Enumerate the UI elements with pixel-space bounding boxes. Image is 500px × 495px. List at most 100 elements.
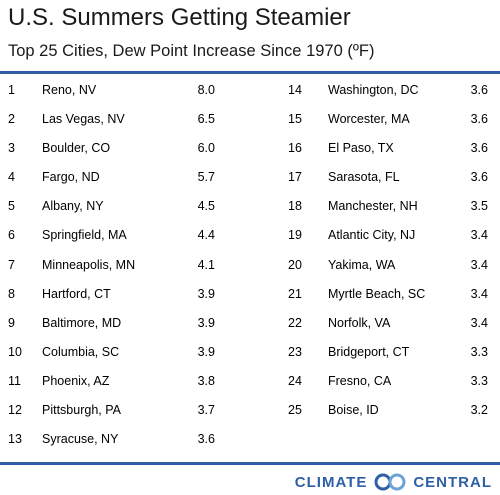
rank-cell: 15	[288, 112, 302, 127]
city-cell: Sarasota, FL	[328, 170, 400, 185]
rank-cell: 14	[288, 83, 302, 97]
table-row: 25 Boise, ID 3.2	[280, 400, 500, 429]
table-row: 1 Reno, NV 8.0	[0, 80, 250, 109]
climate-central-logo: CLIMATE CENTRAL	[295, 473, 492, 491]
rank-cell: 18	[288, 199, 302, 214]
rank-cell: 9	[8, 315, 15, 330]
table-row: 5 Albany, NY 4.5	[0, 196, 250, 225]
rank-cell: 25	[288, 403, 302, 418]
value-cell: 3.3	[470, 344, 488, 359]
city-cell: Fargo, ND	[42, 170, 100, 185]
table-row: 16 El Paso, TX 3.6	[280, 138, 500, 167]
rank-cell: 8	[8, 286, 15, 301]
table-row: 18 Manchester, NH 3.5	[280, 196, 500, 225]
city-cell: Columbia, SC	[42, 344, 120, 359]
value-cell: 3.8	[197, 373, 215, 388]
table-row: 19 Atlantic City, NJ 3.4	[280, 225, 500, 254]
rank-cell: 24	[288, 373, 302, 388]
city-cell: Baltimore, MD	[42, 315, 122, 330]
city-cell: Boulder, CO	[42, 141, 111, 156]
value-cell: 6.5	[197, 112, 215, 127]
value-cell: 4.4	[197, 228, 215, 243]
table-row: 20 Yakima, WA 3.4	[280, 255, 500, 284]
rank-cell: 10	[8, 344, 22, 359]
value-cell: 3.6	[470, 83, 488, 97]
value-cell: 3.9	[197, 344, 215, 359]
value-cell: 3.4	[470, 257, 488, 272]
rank-cell: 5	[8, 199, 15, 214]
value-cell: 3.4	[470, 315, 488, 330]
rank-cell: 3	[8, 141, 15, 156]
value-cell: 5.7	[197, 170, 215, 185]
value-cell: 3.4	[470, 286, 488, 301]
city-cell: Norfolk, VA	[328, 315, 391, 330]
rank-cell: 23	[288, 344, 302, 359]
city-cell: Boise, ID	[328, 403, 379, 418]
city-cell: Syracuse, NY	[42, 432, 119, 447]
city-cell: Springfield, MA	[42, 228, 127, 243]
rank-cell: 1	[8, 83, 15, 97]
rank-cell: 12	[8, 403, 22, 418]
table-row: 22 Norfolk, VA 3.4	[280, 313, 500, 342]
rank-cell: 13	[8, 432, 22, 447]
city-cell: Yakima, WA	[328, 257, 396, 272]
table-row: 15 Worcester, MA 3.6	[280, 109, 500, 138]
rank-cell: 7	[8, 257, 15, 272]
logo-text-left: CLIMATE	[294, 473, 368, 491]
table-row: 2 Las Vegas, NV 6.5	[0, 109, 250, 138]
table-row: 12 Pittsburgh, PA 3.7	[0, 400, 250, 429]
value-cell: 3.3	[470, 373, 488, 388]
city-cell: Worcester, MA	[328, 112, 410, 127]
rank-cell: 21	[288, 286, 302, 301]
table-row: 7 Minneapolis, MN 4.1	[0, 255, 250, 284]
table-row: 24 Fresno, CA 3.3	[280, 371, 500, 400]
ranking-column-right: 14 Washington, DC 3.6 15 Worcester, MA 3.6 16 E…	[280, 80, 500, 429]
city-cell: El Paso, TX	[328, 141, 394, 156]
ranking-column-left: 1 Reno, NV 8.0 2 Las Vegas, NV 6.5 3 Boulder, C…	[0, 80, 250, 458]
value-cell: 8.0	[197, 83, 215, 97]
value-cell: 3.6	[470, 170, 488, 185]
rank-cell: 2	[8, 112, 15, 127]
rank-cell: 20	[288, 257, 302, 272]
city-cell: Albany, NY	[42, 199, 104, 214]
rank-cell: 19	[288, 228, 302, 243]
city-cell: Pittsburgh, PA	[42, 403, 121, 418]
city-cell: Washington, DC	[328, 83, 419, 97]
rank-cell: 6	[8, 228, 15, 243]
city-cell: Atlantic City, NJ	[328, 228, 416, 243]
value-cell: 3.7	[197, 403, 215, 418]
table-row: 4 Fargo, ND 5.7	[0, 167, 250, 196]
city-cell: Fresno, CA	[328, 373, 392, 388]
table-row: 13 Syracuse, NY 3.6	[0, 429, 250, 458]
value-cell: 3.5	[470, 199, 488, 214]
city-cell: Las Vegas, NV	[42, 112, 125, 127]
table-row: 23 Bridgeport, CT 3.3	[280, 342, 500, 371]
value-cell: 6.0	[197, 141, 215, 156]
chart-subtitle: Top 25 Cities, Dew Point Increase Since …	[8, 42, 375, 60]
value-cell: 3.6	[197, 432, 215, 447]
rank-cell: 17	[288, 170, 302, 185]
top-divider	[0, 71, 500, 74]
city-cell: Myrtle Beach, SC	[328, 286, 426, 301]
value-cell: 3.2	[470, 403, 488, 418]
rank-cell: 16	[288, 141, 302, 156]
value-cell: 4.5	[197, 199, 215, 214]
city-cell: Bridgeport, CT	[328, 344, 410, 359]
value-cell: 4.1	[197, 257, 215, 272]
city-cell: Minneapolis, MN	[42, 257, 136, 272]
table-row: 11 Phoenix, AZ 3.8	[0, 371, 250, 400]
logo-text-right: CENTRAL	[413, 473, 492, 491]
rank-cell: 22	[288, 315, 302, 330]
city-cell: Reno, NV	[42, 83, 97, 97]
city-cell: Phoenix, AZ	[42, 373, 110, 388]
value-cell: 3.9	[197, 315, 215, 330]
table-row: 21 Myrtle Beach, SC 3.4	[280, 284, 500, 313]
rank-cell: 11	[8, 373, 21, 388]
value-cell: 3.9	[197, 286, 215, 301]
value-cell: 3.6	[470, 141, 488, 156]
city-cell: Manchester, NH	[328, 199, 418, 214]
logo-rings-icon	[374, 473, 406, 491]
city-cell: Hartford, CT	[42, 286, 111, 301]
rank-cell: 4	[8, 170, 15, 185]
table-row: 10 Columbia, SC 3.9	[0, 342, 250, 371]
